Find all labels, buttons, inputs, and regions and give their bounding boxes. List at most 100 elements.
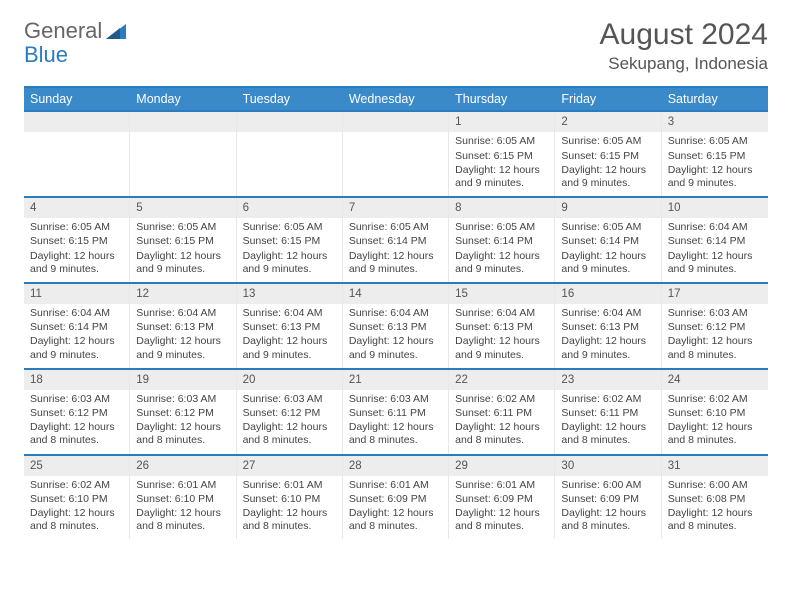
day-body: Sunrise: 6:03 AMSunset: 6:12 PMDaylight:… <box>130 390 235 454</box>
week-row: 11Sunrise: 6:04 AMSunset: 6:14 PMDayligh… <box>24 282 768 368</box>
sunrise-text: Sunrise: 6:04 AM <box>30 307 123 320</box>
day-number: 26 <box>130 456 235 476</box>
day-body: Sunrise: 6:01 AMSunset: 6:09 PMDaylight:… <box>343 476 448 540</box>
daylight-text: Daylight: 12 hours and 9 minutes. <box>30 250 123 276</box>
day-number: 19 <box>130 370 235 390</box>
day-cell <box>343 112 449 196</box>
sunrise-text: Sunrise: 6:04 AM <box>668 221 762 234</box>
day-number: 8 <box>449 198 554 218</box>
day-number: 4 <box>24 198 129 218</box>
day-cell: 6Sunrise: 6:05 AMSunset: 6:15 PMDaylight… <box>237 198 343 282</box>
sunset-text: Sunset: 6:13 PM <box>561 321 654 334</box>
day-number: 5 <box>130 198 235 218</box>
title-block: August 2024 Sekupang, Indonesia <box>600 18 768 74</box>
daylight-text: Daylight: 12 hours and 8 minutes. <box>561 421 654 447</box>
day-number: 16 <box>555 284 660 304</box>
sunset-text: Sunset: 6:14 PM <box>349 235 442 248</box>
day-body: Sunrise: 6:05 AMSunset: 6:15 PMDaylight:… <box>662 132 768 196</box>
sunrise-text: Sunrise: 6:03 AM <box>30 393 123 406</box>
daylight-text: Daylight: 12 hours and 9 minutes. <box>561 164 654 190</box>
dayname: Thursday <box>449 88 555 110</box>
week-row: 1Sunrise: 6:05 AMSunset: 6:15 PMDaylight… <box>24 110 768 196</box>
day-cell <box>24 112 130 196</box>
sunset-text: Sunset: 6:12 PM <box>136 407 229 420</box>
sunset-text: Sunset: 6:09 PM <box>561 493 654 506</box>
daylight-text: Daylight: 12 hours and 8 minutes. <box>349 421 442 447</box>
sunrise-text: Sunrise: 6:04 AM <box>243 307 336 320</box>
sunrise-text: Sunrise: 6:03 AM <box>349 393 442 406</box>
location-subtitle: Sekupang, Indonesia <box>600 54 768 74</box>
day-body: Sunrise: 6:05 AMSunset: 6:14 PMDaylight:… <box>449 218 554 282</box>
sunrise-text: Sunrise: 6:04 AM <box>349 307 442 320</box>
sunset-text: Sunset: 6:15 PM <box>561 150 654 163</box>
sunrise-text: Sunrise: 6:03 AM <box>136 393 229 406</box>
sunset-text: Sunset: 6:13 PM <box>349 321 442 334</box>
daylight-text: Daylight: 12 hours and 8 minutes. <box>668 507 762 533</box>
day-body: Sunrise: 6:04 AMSunset: 6:13 PMDaylight:… <box>555 304 660 368</box>
sunset-text: Sunset: 6:08 PM <box>668 493 762 506</box>
sunset-text: Sunset: 6:15 PM <box>136 235 229 248</box>
day-number: 30 <box>555 456 660 476</box>
day-body: Sunrise: 6:02 AMSunset: 6:11 PMDaylight:… <box>449 390 554 454</box>
daylight-text: Daylight: 12 hours and 9 minutes. <box>243 335 336 361</box>
dayname-row: Sunday Monday Tuesday Wednesday Thursday… <box>24 88 768 110</box>
sunrise-text: Sunrise: 6:01 AM <box>243 479 336 492</box>
sunset-text: Sunset: 6:12 PM <box>30 407 123 420</box>
sunrise-text: Sunrise: 6:05 AM <box>561 221 654 234</box>
weeks-container: 1Sunrise: 6:05 AMSunset: 6:15 PMDaylight… <box>24 110 768 539</box>
sunset-text: Sunset: 6:14 PM <box>668 235 762 248</box>
day-number: 28 <box>343 456 448 476</box>
sunset-text: Sunset: 6:10 PM <box>30 493 123 506</box>
daylight-text: Daylight: 12 hours and 8 minutes. <box>668 421 762 447</box>
daylight-text: Daylight: 12 hours and 8 minutes. <box>349 507 442 533</box>
sunrise-text: Sunrise: 6:04 AM <box>561 307 654 320</box>
day-body: Sunrise: 6:00 AMSunset: 6:08 PMDaylight:… <box>662 476 768 540</box>
day-number: 15 <box>449 284 554 304</box>
week-row: 25Sunrise: 6:02 AMSunset: 6:10 PMDayligh… <box>24 454 768 540</box>
day-number <box>24 112 129 132</box>
daylight-text: Daylight: 12 hours and 9 minutes. <box>455 164 548 190</box>
sunrise-text: Sunrise: 6:00 AM <box>561 479 654 492</box>
day-body: Sunrise: 6:05 AMSunset: 6:15 PMDaylight:… <box>555 132 660 196</box>
daylight-text: Daylight: 12 hours and 9 minutes. <box>455 250 548 276</box>
daylight-text: Daylight: 12 hours and 9 minutes. <box>349 335 442 361</box>
day-cell: 21Sunrise: 6:03 AMSunset: 6:11 PMDayligh… <box>343 370 449 454</box>
sunrise-text: Sunrise: 6:05 AM <box>349 221 442 234</box>
day-body: Sunrise: 6:03 AMSunset: 6:11 PMDaylight:… <box>343 390 448 454</box>
sunrise-text: Sunrise: 6:02 AM <box>455 393 548 406</box>
sunrise-text: Sunrise: 6:05 AM <box>668 135 762 148</box>
day-cell: 24Sunrise: 6:02 AMSunset: 6:10 PMDayligh… <box>662 370 768 454</box>
day-body: Sunrise: 6:03 AMSunset: 6:12 PMDaylight:… <box>24 390 129 454</box>
day-number <box>343 112 448 132</box>
day-cell: 7Sunrise: 6:05 AMSunset: 6:14 PMDaylight… <box>343 198 449 282</box>
daylight-text: Daylight: 12 hours and 9 minutes. <box>561 250 654 276</box>
daylight-text: Daylight: 12 hours and 8 minutes. <box>30 507 123 533</box>
sunset-text: Sunset: 6:15 PM <box>30 235 123 248</box>
sunrise-text: Sunrise: 6:01 AM <box>455 479 548 492</box>
header: General August 2024 Sekupang, Indonesia <box>24 18 768 74</box>
sunset-text: Sunset: 6:10 PM <box>668 407 762 420</box>
day-number: 9 <box>555 198 660 218</box>
sunrise-text: Sunrise: 6:05 AM <box>455 135 548 148</box>
sunrise-text: Sunrise: 6:04 AM <box>136 307 229 320</box>
day-body: Sunrise: 6:03 AMSunset: 6:12 PMDaylight:… <box>662 304 768 368</box>
sunset-text: Sunset: 6:11 PM <box>561 407 654 420</box>
day-body: Sunrise: 6:02 AMSunset: 6:11 PMDaylight:… <box>555 390 660 454</box>
dayname: Monday <box>130 88 236 110</box>
sunrise-text: Sunrise: 6:02 AM <box>561 393 654 406</box>
sunset-text: Sunset: 6:11 PM <box>349 407 442 420</box>
sunset-text: Sunset: 6:13 PM <box>243 321 336 334</box>
day-body: Sunrise: 6:00 AMSunset: 6:09 PMDaylight:… <box>555 476 660 540</box>
daylight-text: Daylight: 12 hours and 9 minutes. <box>561 335 654 361</box>
day-body: Sunrise: 6:05 AMSunset: 6:15 PMDaylight:… <box>130 218 235 282</box>
day-cell: 4Sunrise: 6:05 AMSunset: 6:15 PMDaylight… <box>24 198 130 282</box>
logo-sail-icon <box>106 22 128 40</box>
sunrise-text: Sunrise: 6:05 AM <box>136 221 229 234</box>
dayname: Sunday <box>24 88 130 110</box>
day-number: 7 <box>343 198 448 218</box>
sunrise-text: Sunrise: 6:01 AM <box>349 479 442 492</box>
sunset-text: Sunset: 6:13 PM <box>136 321 229 334</box>
week-row: 18Sunrise: 6:03 AMSunset: 6:12 PMDayligh… <box>24 368 768 454</box>
day-body: Sunrise: 6:01 AMSunset: 6:10 PMDaylight:… <box>130 476 235 540</box>
day-cell: 27Sunrise: 6:01 AMSunset: 6:10 PMDayligh… <box>237 456 343 540</box>
